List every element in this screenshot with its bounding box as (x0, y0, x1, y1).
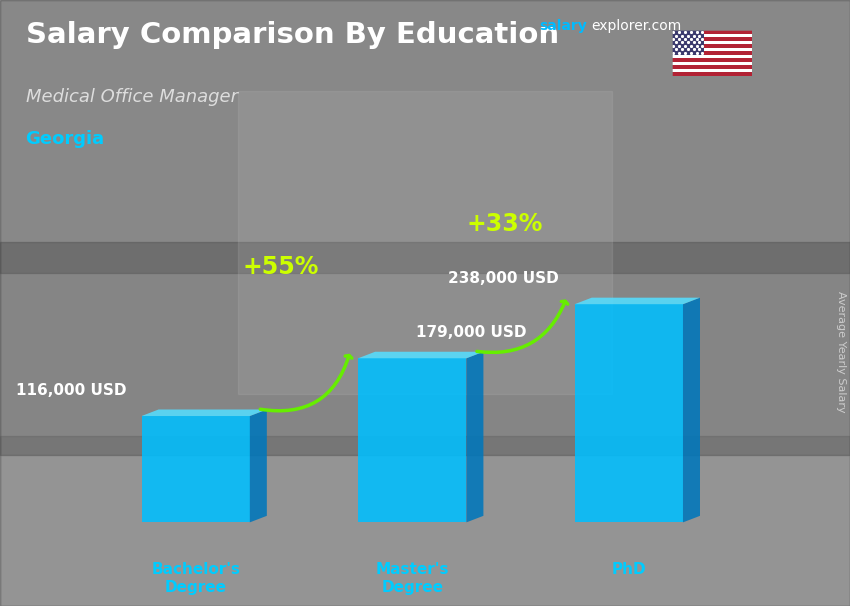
Bar (672, 62, 752, 65)
Polygon shape (250, 410, 267, 522)
Text: Medical Office Manager: Medical Office Manager (26, 88, 237, 106)
Text: 238,000 USD: 238,000 USD (449, 271, 559, 286)
Text: 179,000 USD: 179,000 USD (416, 325, 527, 341)
Bar (672, 65, 752, 68)
Text: Bachelor's
Degree: Bachelor's Degree (151, 562, 241, 594)
Polygon shape (358, 358, 467, 522)
Bar (672, 52, 752, 55)
Bar (672, 72, 752, 76)
Text: PhD: PhD (611, 562, 646, 578)
Bar (672, 68, 752, 72)
Polygon shape (575, 298, 700, 304)
Polygon shape (141, 416, 250, 522)
Polygon shape (358, 351, 484, 358)
Bar (672, 48, 752, 52)
Bar (672, 38, 752, 41)
Polygon shape (683, 298, 700, 522)
Bar (0, 436, 850, 606)
Text: Salary Comparison By Education: Salary Comparison By Education (26, 21, 558, 49)
Polygon shape (467, 351, 484, 522)
Text: salary: salary (540, 19, 587, 33)
Text: Georgia: Georgia (26, 130, 105, 148)
Text: 116,000 USD: 116,000 USD (15, 383, 126, 398)
Bar (672, 41, 752, 44)
Bar (672, 58, 752, 62)
Bar (238, 91, 612, 394)
Text: +55%: +55% (242, 255, 319, 279)
Text: explorer.com: explorer.com (591, 19, 681, 33)
Bar (672, 34, 752, 38)
Bar (672, 44, 752, 48)
Bar (672, 30, 752, 34)
Bar (672, 30, 704, 55)
Polygon shape (141, 410, 267, 416)
Bar (0, 0, 850, 273)
Text: Master's
Degree: Master's Degree (376, 562, 449, 594)
Bar (0, 242, 850, 454)
Bar (672, 55, 752, 58)
Text: Average Yearly Salary: Average Yearly Salary (836, 291, 846, 412)
Polygon shape (575, 304, 683, 522)
Text: +33%: +33% (467, 212, 543, 236)
